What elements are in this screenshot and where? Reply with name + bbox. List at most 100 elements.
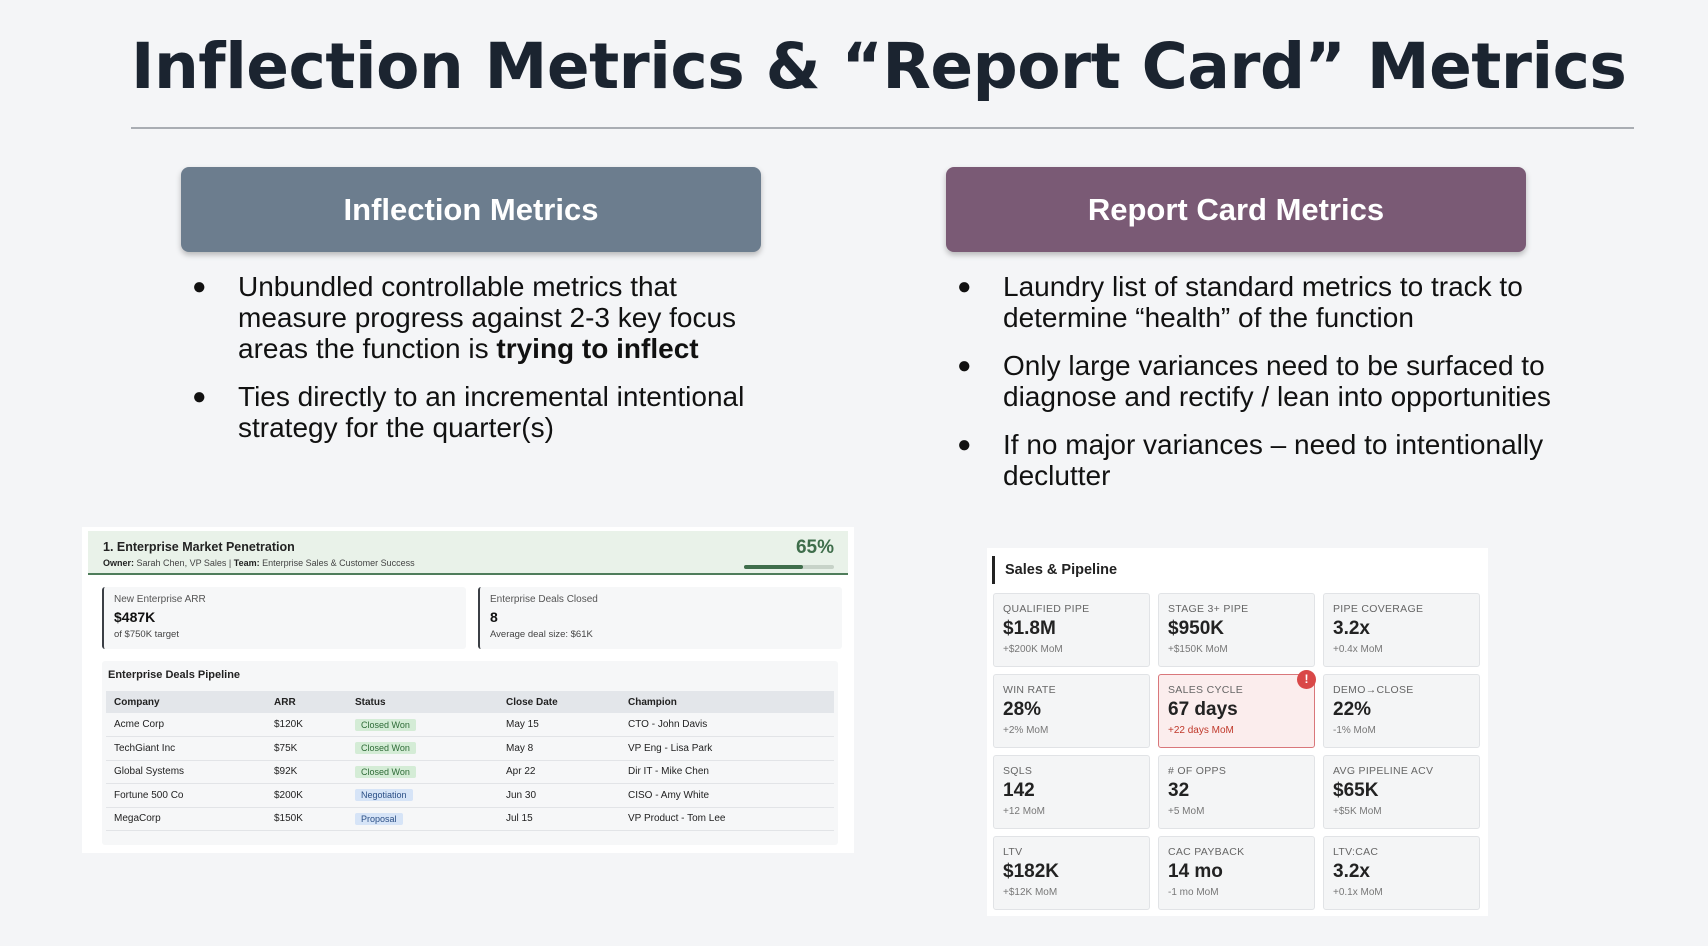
cell-company: Acme Corp xyxy=(106,713,266,737)
bullet-dot-icon: ● xyxy=(192,273,207,300)
cell-status: Closed Won xyxy=(347,713,498,737)
cell-arr: $150K xyxy=(266,807,347,831)
bullet-text: Ties directly to an incremental intentio… xyxy=(238,381,745,443)
cell-champion: VP Eng - Lisa Park xyxy=(620,736,834,761)
inflection-metrics-header: Inflection Metrics xyxy=(181,167,761,252)
metric-value: 32 xyxy=(1168,780,1190,801)
bullet-item: ● Ties directly to an incremental intent… xyxy=(192,381,772,443)
cell-company: MegaCorp xyxy=(106,807,266,831)
focus-area-header: 1. Enterprise Market Penetration Owner: … xyxy=(88,531,848,575)
bullet-item: ● If no major variances – need to intent… xyxy=(957,429,1557,491)
metric-change: -1 mo MoM xyxy=(1168,887,1219,898)
table-header-row: Company ARR Status Close Date Champion xyxy=(106,691,834,713)
column-header: Champion xyxy=(620,691,834,713)
metric-label: AVG PIPELINE ACV xyxy=(1333,765,1434,777)
metric-card: LTV:CAC 3.2x +0.1x MoM xyxy=(1323,836,1480,910)
cell-arr: $120K xyxy=(266,713,347,737)
metric-card: QUALIFIED PIPE $1.8M +$200K MoM xyxy=(993,593,1150,667)
metric-card: CAC PAYBACK 14 mo -1 mo MoM xyxy=(1158,836,1315,910)
metric-card: STAGE 3+ PIPE $950K +$150K MoM xyxy=(1158,593,1315,667)
metric-change: +0.4x MoM xyxy=(1333,644,1383,655)
report-card-dashboard-panel: Sales & Pipeline QUALIFIED PIPE $1.8M +$… xyxy=(987,548,1488,916)
cell-champion: CTO - John Davis xyxy=(620,713,834,737)
cell-champion: Dir IT - Mike Chen xyxy=(620,760,834,784)
metric-card: DEMO→CLOSE 22% -1% MoM xyxy=(1323,674,1480,748)
metric-label: SALES CYCLE xyxy=(1168,684,1244,696)
status-badge: Closed Won xyxy=(355,742,416,755)
metric-value: $950K xyxy=(1168,618,1224,639)
metric-value: 3.2x xyxy=(1333,618,1370,639)
cell-status: Proposal xyxy=(347,807,498,831)
status-badge: Closed Won xyxy=(355,765,416,778)
metric-value: $182K xyxy=(1003,861,1059,882)
metric-change: -1% MoM xyxy=(1333,725,1376,736)
metric-value: 22% xyxy=(1333,699,1372,720)
bullet-text: Unbundled controllable metrics that meas… xyxy=(238,271,737,364)
metric-value: $65K xyxy=(1333,780,1379,801)
metric-change: +$12K MoM xyxy=(1003,887,1058,898)
report-card-bullets: ● Laundry list of standard metrics to tr… xyxy=(957,271,1557,508)
team-name: Enterprise Sales & Customer Success xyxy=(262,558,415,568)
table-row: Global Systems $92K Closed Won Apr 22 Di… xyxy=(106,760,834,784)
inflection-dashboard-panel: 1. Enterprise Market Penetration Owner: … xyxy=(82,527,854,853)
metric-card: PIPE COVERAGE 3.2x +0.4x MoM xyxy=(1323,593,1480,667)
kpi-subtext: of $750K target xyxy=(114,629,179,640)
table-row: MegaCorp $150K Proposal Jul 15 VP Produc… xyxy=(106,807,834,831)
cell-close-date: Jul 15 xyxy=(498,807,620,831)
metric-label: DEMO→CLOSE xyxy=(1333,684,1414,696)
bullet-dot-icon: ● xyxy=(957,431,972,458)
pipeline-title: Enterprise Deals Pipeline xyxy=(108,669,241,681)
cell-company: TechGiant Inc xyxy=(106,736,266,761)
metric-card: WIN RATE 28% +2% MoM xyxy=(993,674,1150,748)
cell-close-date: May 8 xyxy=(498,736,620,761)
column-header: ARR xyxy=(266,691,347,713)
metric-change: +5 MoM xyxy=(1168,806,1205,817)
metric-label: SQLS xyxy=(1003,765,1033,777)
cell-champion: CISO - Amy White xyxy=(620,783,834,808)
cell-close-date: Apr 22 xyxy=(498,760,620,784)
cell-close-date: Jun 30 xyxy=(498,783,620,808)
metric-label: LTV:CAC xyxy=(1333,846,1379,858)
cell-champion: VP Product - Tom Lee xyxy=(620,807,834,831)
pipeline-table: Company ARR Status Close Date Champion A… xyxy=(106,691,834,831)
metric-value: 142 xyxy=(1003,780,1035,801)
bullet-dot-icon: ● xyxy=(192,383,207,410)
bullet-text: Only large variances need to be surfaced… xyxy=(1003,350,1551,412)
cell-arr: $75K xyxy=(266,736,347,761)
progress-bar-fill xyxy=(744,565,803,569)
status-badge: Closed Won xyxy=(355,718,416,731)
bullet-text: Laundry list of standard metrics to trac… xyxy=(1003,271,1523,333)
report-card-metrics-header: Report Card Metrics xyxy=(946,167,1526,252)
owner-name: Sarah Chen, VP Sales xyxy=(136,558,227,568)
metric-label: WIN RATE xyxy=(1003,684,1056,696)
cell-status: Closed Won xyxy=(347,760,498,784)
cell-status: Closed Won xyxy=(347,736,498,761)
metric-change: +$150K MoM xyxy=(1168,644,1228,655)
title-divider xyxy=(131,127,1634,129)
deals-pipeline-section: Enterprise Deals Pipeline Company ARR St… xyxy=(102,661,838,845)
bullet-item: ● Laundry list of standard metrics to tr… xyxy=(957,271,1557,333)
metric-change: +22 days MoM xyxy=(1168,725,1234,736)
metric-change: +0.1x MoM xyxy=(1333,887,1383,898)
metric-value: 3.2x xyxy=(1333,861,1370,882)
kpi-value: $487K xyxy=(114,609,156,625)
metric-card: # OF OPPS 32 +5 MoM xyxy=(1158,755,1315,829)
cell-arr: $200K xyxy=(266,783,347,808)
metric-value: 67 days xyxy=(1168,699,1238,720)
owner-label: Owner: xyxy=(103,558,135,568)
status-badge: Proposal xyxy=(355,812,403,825)
kpi-enterprise-deals-closed: Enterprise Deals Closed 8 Average deal s… xyxy=(478,587,842,649)
table-row: Acme Corp $120K Closed Won May 15 CTO - … xyxy=(106,713,834,737)
cell-close-date: May 15 xyxy=(498,713,620,737)
progress-bar xyxy=(744,565,834,569)
bullet-dot-icon: ● xyxy=(957,273,972,300)
kpi-value: 8 xyxy=(490,609,498,625)
metric-label: CAC PAYBACK xyxy=(1168,846,1245,858)
metric-change: +12 MoM xyxy=(1003,806,1045,817)
kpi-label: New Enterprise ARR xyxy=(114,594,206,605)
metric-value: 14 mo xyxy=(1168,861,1223,882)
cell-company: Fortune 500 Co xyxy=(106,783,266,808)
metric-change: +2% MoM xyxy=(1003,725,1049,736)
bullet-dot-icon: ● xyxy=(957,352,972,379)
team-label: Team: xyxy=(233,558,260,568)
